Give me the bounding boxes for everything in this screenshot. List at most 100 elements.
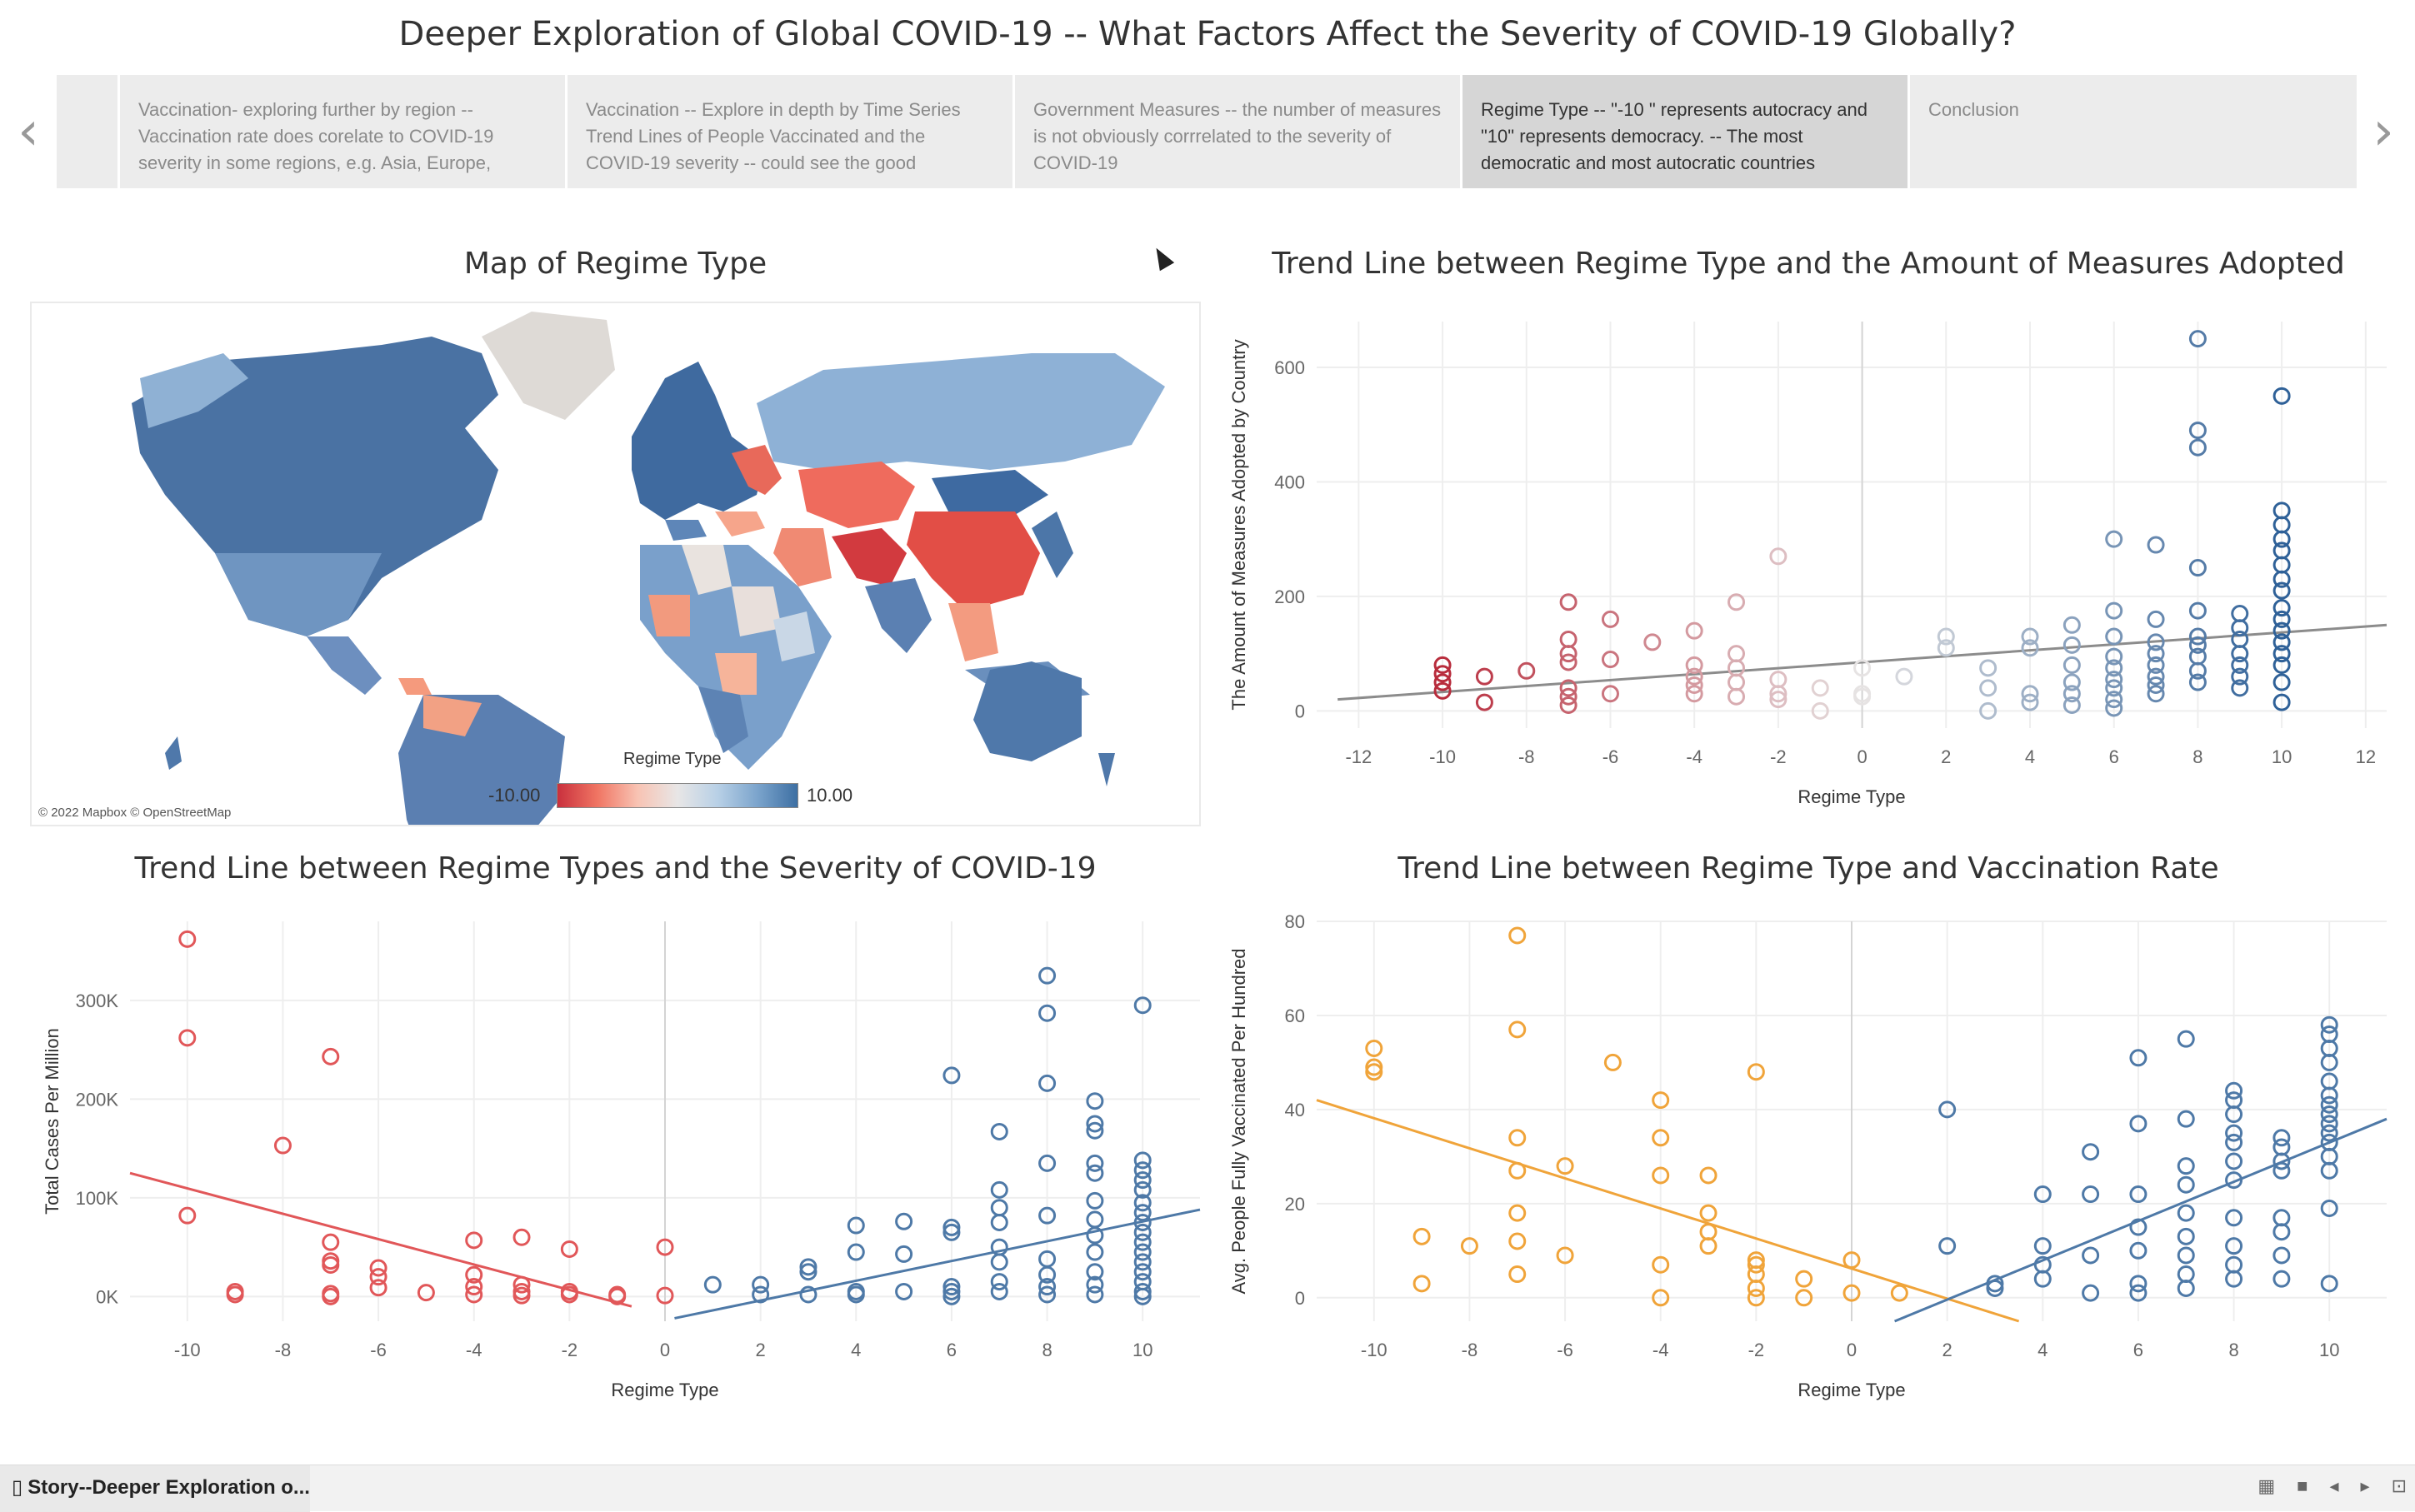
data-point [322,1255,340,1274]
data-point [895,1212,913,1230]
data-point [1556,1157,1574,1175]
data-point [2272,610,2291,628]
data-point [2129,1241,2148,1260]
regime-type-map[interactable]: © 2022 Mapbox © OpenStreetMap Regime Typ… [30,302,1201,826]
data-point [2129,1049,2148,1067]
data-point [1769,547,1788,566]
data-point [942,1066,961,1085]
data-point [1652,1129,1670,1147]
data-point [1842,1251,1861,1270]
next-sheet-icon[interactable]: ▸ [2360,1475,2370,1496]
story-point-regime-type[interactable]: Regime Type -- "-10 " represents autocra… [1462,75,1910,188]
bottom-toolbar: ▦ ■ ◂ ▸ ⊡ [2258,1475,2407,1497]
grid-view-icon[interactable]: ▦ [2258,1475,2276,1496]
data-point [1508,1020,1527,1039]
data-point [1986,1275,2004,1293]
data-point [322,1287,340,1305]
data-point [560,1285,578,1304]
world-map-svg [132,312,1165,825]
y-tick-label: 400 [1274,472,1305,492]
data-point [1086,1121,1104,1140]
data-point [2272,387,2291,405]
data-point [2033,1270,2052,1288]
data-point [1559,593,1578,611]
x-tick-label: -6 [1557,1340,1573,1360]
measures-scatter-chart[interactable]: -12 -10 -8 -6 -4 -2 0 2 4 6 8 10 12 0 200 400 600 Regime … [1217,305,2400,828]
x-axis-label: Regime Type [611,1380,718,1400]
story-point-0[interactable] [57,75,120,188]
data-point [1685,621,1703,640]
present-icon[interactable]: ⊡ [2391,1475,2407,1496]
data-point [847,1216,865,1235]
vaccination-scatter-chart[interactable]: -10 -8 -6 -4 -2 0 2 4 6 8 10 0 20 40 60 80 Regime Type Av… [1217,905,2400,1421]
data-point [2129,1284,2148,1302]
story-point-vaccination-time-series[interactable]: Vaccination -- Explore in depth by Time … [568,75,1015,188]
data-point [2105,691,2123,709]
data-point [2320,1095,2338,1114]
data-point [1086,1285,1104,1304]
data-point [1038,1004,1057,1022]
data-point [1508,1129,1527,1147]
data-point [990,1180,1008,1199]
data-point [656,1286,674,1305]
oceania [165,661,1115,786]
story-point-conclusion[interactable]: Conclusion [1928,99,2019,120]
data-point [990,1213,1008,1231]
data-point [1895,667,1913,686]
data-point [2188,673,2207,691]
data-point [226,1285,244,1304]
data-point [1086,1226,1104,1245]
data-point [1133,1151,1152,1170]
data-point [2272,1152,2291,1170]
chevron-right-icon[interactable]: › [2372,101,2394,162]
story-point-government-measures[interactable]: Government Measures -- the number of mea… [1015,75,1462,188]
data-point [2177,1246,2195,1265]
x-tick-label: -10 [174,1340,201,1360]
bottom-status-bar: ▯ Story--Deeper Exploration o... ▦ ■ ◂ ▸ … [0,1465,2415,1512]
data-point [2188,636,2207,654]
data-point [1086,1243,1104,1261]
data-point [512,1286,531,1305]
data-point [1559,687,1578,706]
data-point [1979,701,1998,720]
data-point [1086,1210,1104,1229]
data-point [1652,1289,1670,1307]
previous-sheet-icon[interactable]: ◂ [2329,1475,2339,1496]
story-point-vaccination-region[interactable]: Vaccination- exploring further by region… [120,75,568,188]
data-point [1433,665,1452,683]
y-tick-label: 300K [76,991,119,1011]
chevron-left-icon[interactable]: ‹ [18,101,39,162]
x-tick-label: -4 [1686,746,1702,767]
data-point [1853,687,1872,706]
legend-min-label: -10.00 [488,785,541,806]
data-point [2320,1086,2338,1105]
data-point [1508,1161,1527,1180]
x-tick-label: 0 [1847,1340,1857,1360]
data-point [1795,1270,1813,1288]
data-point [2129,1115,2148,1133]
data-point [2062,656,2081,674]
data-point [2021,639,2039,657]
data-point [1038,966,1057,985]
data-point [2177,1279,2195,1297]
data-point [1979,679,1998,697]
data-point [990,1199,1008,1217]
x-tick-label: 2 [756,1340,766,1360]
x-tick-label: 0 [1857,746,1867,767]
y-tick-label: 0 [1295,701,1305,721]
data-point [1938,1237,1957,1255]
data-point [1937,627,1955,646]
data-point [1412,1275,1431,1293]
sheet-tab-story[interactable]: ▯ Story--Deeper Exploration o... [0,1465,310,1512]
data-point [2105,699,2123,717]
data-point [1133,996,1152,1015]
data-point [942,1282,961,1300]
data-point [1133,1287,1152,1305]
single-view-icon[interactable]: ■ [2297,1475,2308,1496]
severity-scatter-chart[interactable]: -10 -8 -6 -4 -2 0 2 4 6 8 10 0K 100K 200K 300K Regime T… [30,905,1213,1421]
data-point [322,1047,340,1065]
data-point [1559,679,1578,697]
chart-svg: -10 -8 -6 -4 -2 0 2 4 6 8 10 0 20 40 60 80 Regime Type Av… [1228,911,2388,1400]
data-point [465,1231,483,1250]
data-point [2129,1185,2148,1204]
